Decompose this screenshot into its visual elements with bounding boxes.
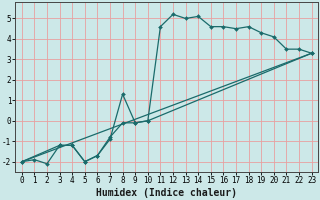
X-axis label: Humidex (Indice chaleur): Humidex (Indice chaleur) bbox=[96, 188, 237, 198]
